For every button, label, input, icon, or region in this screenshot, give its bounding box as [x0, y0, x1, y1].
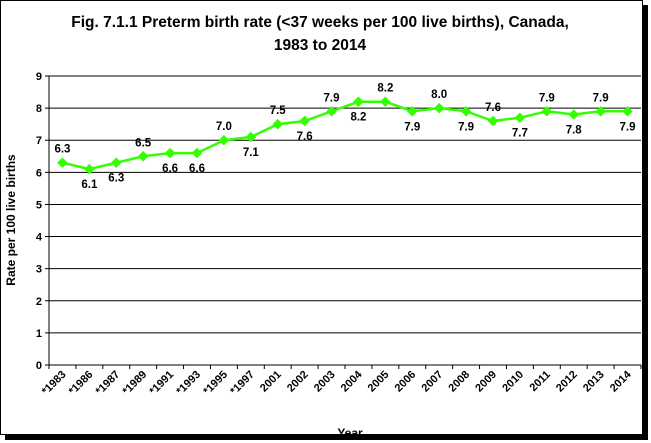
x-tick-label: *1987 — [94, 369, 123, 398]
data-point — [272, 118, 284, 130]
series-line — [62, 100, 628, 171]
x-tick-label: *1995 — [201, 369, 230, 398]
data-point — [622, 105, 633, 117]
x-tick-label: 2006 — [393, 369, 419, 395]
x-tick-label: 2009 — [473, 369, 499, 395]
x-tick-label: *1991 — [147, 369, 176, 398]
data-label: 7.1 — [243, 147, 260, 159]
x-tick-label: *1997 — [228, 369, 257, 398]
data-label: 7.8 — [566, 125, 583, 137]
data-point — [460, 105, 472, 117]
x-tick-label: 2002 — [285, 369, 311, 395]
y-tick-label: 1 — [36, 328, 42, 340]
x-tick-label: 2003 — [312, 369, 338, 395]
data-point — [541, 105, 553, 117]
data-label: 6.5 — [135, 137, 152, 149]
data-labels: 6.3 6.1 6.3 6.5 6.6 6.6 7.0 7.1 7.5 7.6 7.9 8.2 8.2 7… — [54, 83, 635, 191]
data-point — [57, 157, 68, 169]
x-tick-label: 2012 — [554, 369, 580, 395]
chart-title-line-1: Fig. 7.1.1 Preterm birth rate (<37 weeks… — [71, 14, 569, 31]
data-label: 7.9 — [593, 92, 609, 104]
y-tick-label: 5 — [36, 199, 42, 211]
data-label: 6.3 — [108, 173, 124, 185]
data-point — [110, 157, 122, 169]
data-label: 6.1 — [81, 179, 98, 191]
x-tick-label: 2004 — [339, 368, 365, 394]
y-tick-label: 8 — [36, 103, 42, 115]
data-point — [218, 134, 230, 146]
x-tick-label: 2005 — [366, 369, 392, 395]
y-tick-label: 6 — [36, 167, 42, 179]
data-label: 6.6 — [162, 163, 178, 175]
data-point — [84, 163, 95, 175]
y-tick-label: 7 — [36, 135, 42, 147]
data-point — [164, 147, 176, 159]
data-point — [433, 102, 445, 114]
data-label: 6.6 — [189, 163, 205, 175]
data-label: 6.3 — [54, 144, 70, 156]
data-label: 7.6 — [485, 102, 501, 114]
data-point — [299, 115, 310, 127]
data-point — [514, 112, 526, 124]
data-point — [595, 105, 606, 117]
gridlines — [49, 75, 641, 334]
data-point — [487, 115, 499, 127]
x-tick-label: 2011 — [528, 369, 553, 394]
y-tick-label: 2 — [36, 296, 42, 308]
chart-title-line-2: 1983 to 2014 — [274, 37, 367, 54]
x-tick-label: *1989 — [120, 369, 149, 398]
x-axis-title: Year — [337, 426, 363, 440]
data-label: 7.6 — [297, 131, 313, 143]
y-tick-label: 9 — [36, 71, 42, 83]
data-label: 7.9 — [620, 121, 636, 133]
x-tick-label: *1993 — [174, 369, 203, 398]
data-point — [245, 131, 257, 143]
data-point — [568, 109, 580, 120]
data-label: 7.9 — [539, 92, 555, 104]
x-tick-label: 2013 — [581, 369, 607, 395]
y-tick-label: 0 — [36, 360, 42, 372]
data-label: 8.2 — [350, 112, 366, 124]
data-label: 7.9 — [458, 121, 474, 133]
data-point — [380, 96, 391, 108]
data-label: 7.0 — [216, 121, 232, 133]
data-point — [353, 96, 364, 108]
data-label: 7.5 — [270, 105, 287, 117]
x-tick-label: *1986 — [67, 369, 96, 398]
x-tick-label: 2008 — [446, 369, 472, 395]
y-axis-title: Rate per 100 live births — [4, 154, 18, 286]
x-tick-label: *1983 — [40, 369, 69, 398]
series-rate — [57, 96, 633, 175]
data-point — [326, 105, 337, 117]
y-tick-label: 3 — [36, 264, 42, 276]
data-point — [406, 105, 418, 117]
data-point — [137, 150, 149, 162]
data-label: 7.9 — [404, 121, 420, 133]
data-label: 7.9 — [324, 92, 340, 104]
x-tick-label: 2007 — [420, 369, 446, 395]
y-tick-label: 4 — [36, 232, 43, 244]
data-point — [191, 147, 203, 159]
x-tick-label: 2014 — [608, 368, 634, 394]
chart-frame — [0, 0, 643, 435]
data-label: 8.0 — [431, 89, 447, 101]
data-label: 7.7 — [512, 128, 528, 140]
x-tick-label: 2001 — [258, 369, 284, 395]
axes: 0 1 2 3 4 5 6 7 8 9 *1983*1986*1987*1989*1991*1993… — [36, 71, 642, 398]
x-tick-label: 2010 — [500, 369, 526, 395]
data-label: 8.2 — [377, 83, 393, 95]
